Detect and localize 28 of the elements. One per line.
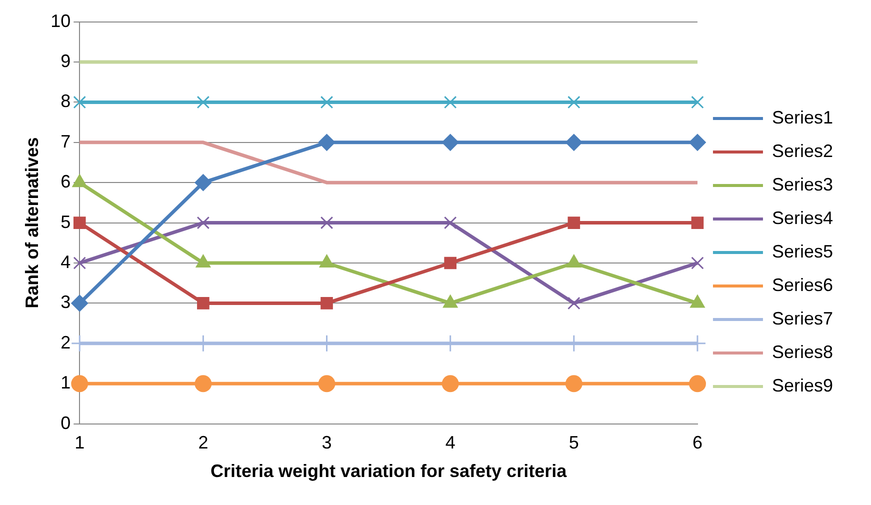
- x-tick-label: 4: [445, 432, 456, 453]
- legend-label: Series3: [772, 174, 833, 194]
- y-axis-title: Rank of alternatives: [22, 137, 42, 308]
- y-tick-label: 3: [60, 292, 71, 312]
- x-axis-title: Criteria weight variation for safety criteria: [210, 461, 568, 482]
- x-tick-label: 2: [198, 432, 208, 453]
- y-tick-label: 1: [60, 372, 71, 393]
- y-tick-label: 0: [60, 412, 71, 433]
- y-tick-label: 5: [60, 212, 71, 232]
- y-tick-label: 7: [60, 131, 71, 152]
- legend-label: Series8: [772, 342, 833, 362]
- legend-label: Series6: [772, 274, 833, 295]
- y-tick-label: 6: [60, 172, 71, 192]
- y-tick-label: 9: [60, 50, 71, 71]
- legend-label: Series5: [772, 241, 833, 262]
- legend-label: Series9: [772, 375, 833, 396]
- x-tick-label: 6: [692, 432, 702, 453]
- x-tick-label: 1: [74, 432, 85, 453]
- legend-label: Series4: [772, 208, 833, 228]
- legend-label: Series7: [772, 308, 833, 328]
- y-tick-label: 4: [60, 252, 71, 272]
- y-tick-label: 10: [50, 10, 71, 31]
- legend-label: Series2: [772, 140, 833, 161]
- x-tick-label: 5: [568, 432, 579, 453]
- x-tick-label: 3: [322, 432, 332, 453]
- y-tick-label: 2: [60, 332, 71, 352]
- legend-label: Series1: [772, 107, 833, 128]
- y-tick-label: 8: [60, 91, 71, 112]
